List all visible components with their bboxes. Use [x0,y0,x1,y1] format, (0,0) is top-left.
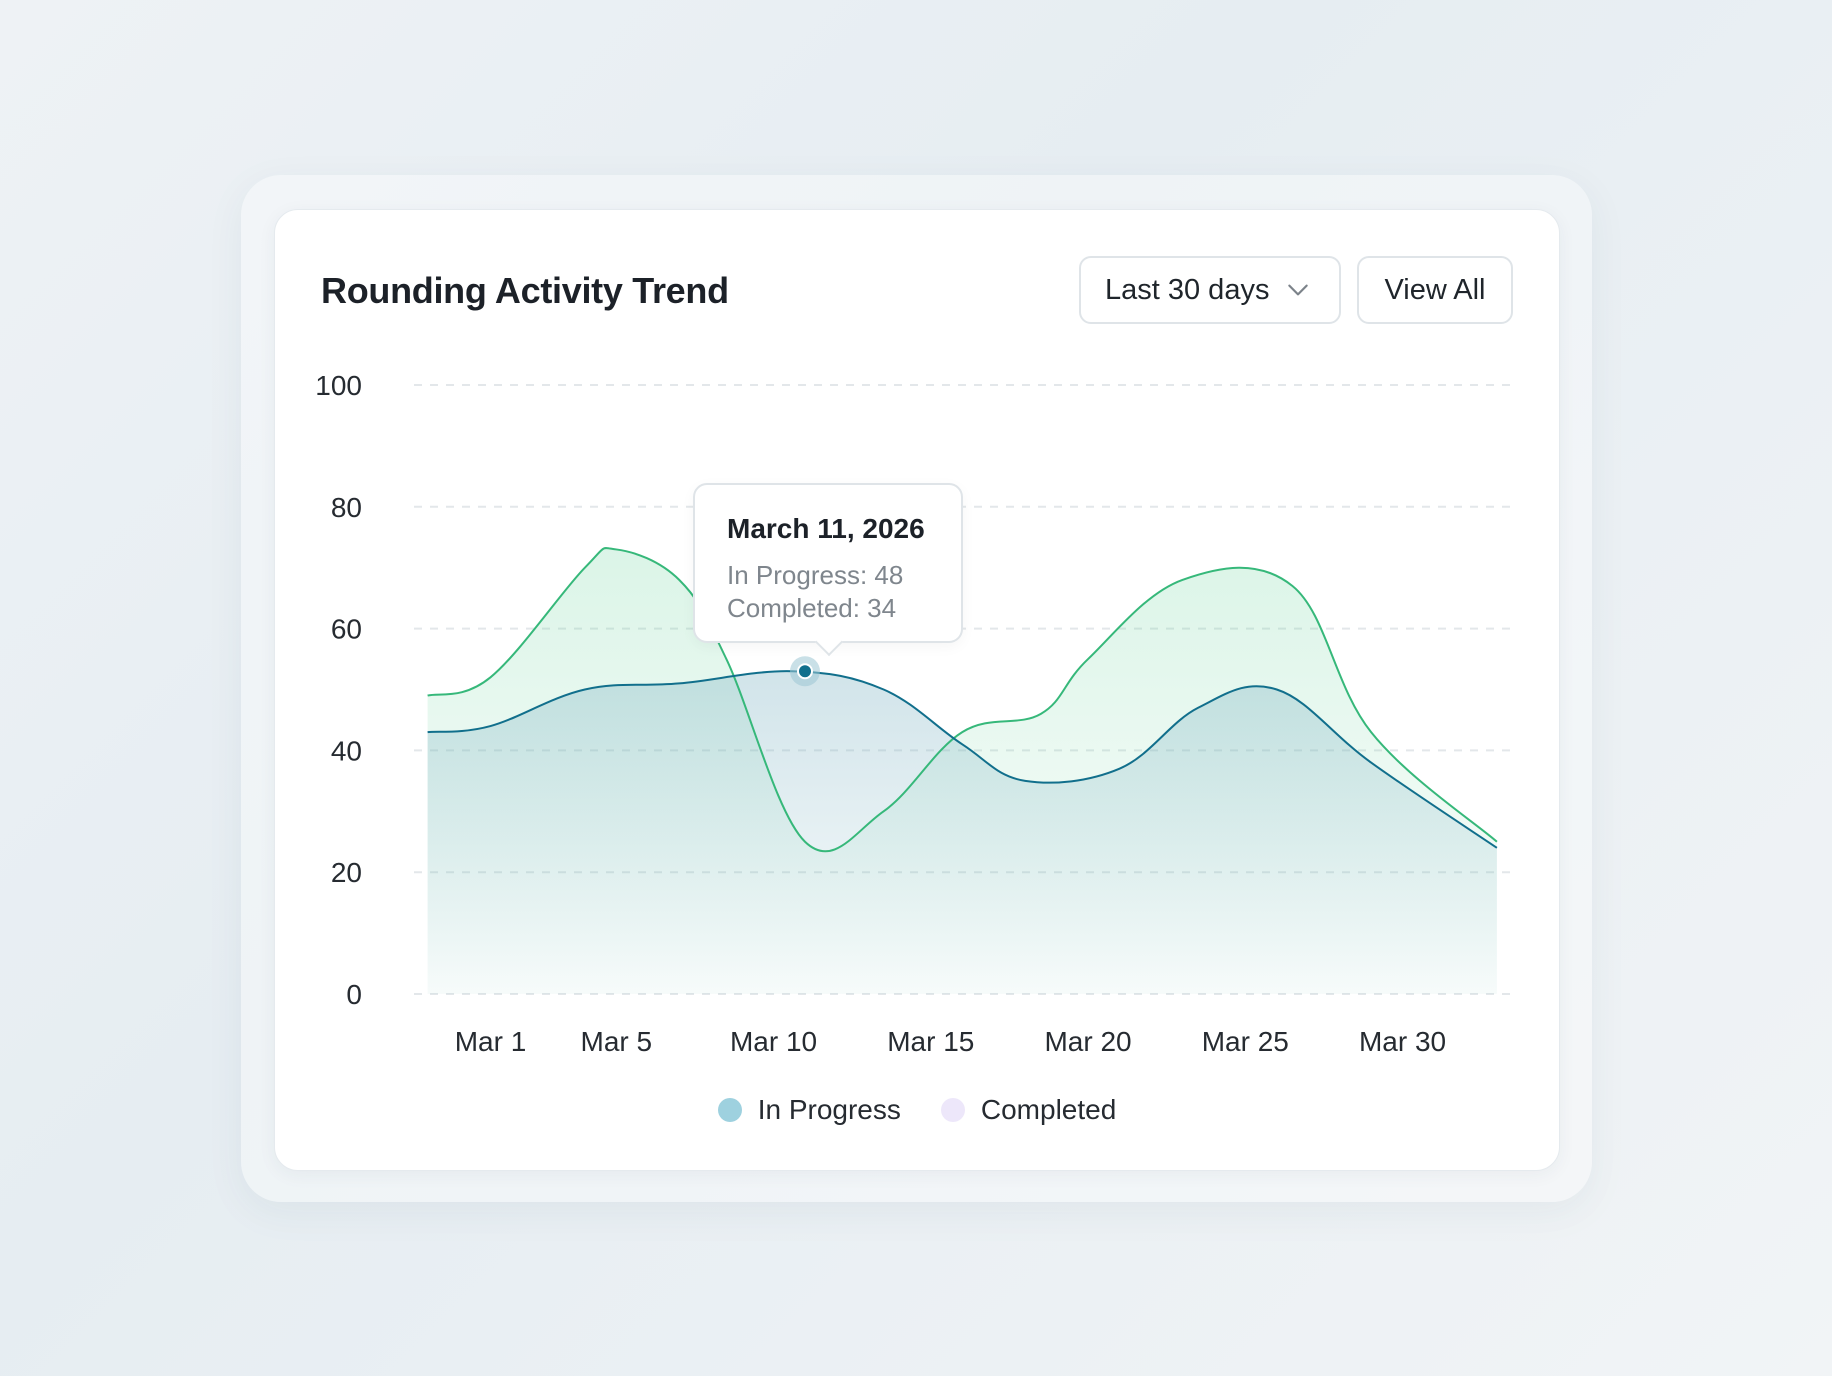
x-tick-label: Mar 20 [1044,1026,1131,1057]
x-tick-label: Mar 10 [730,1026,817,1057]
date-range-select[interactable]: Last 30 days [1079,256,1341,324]
y-tick-label: 20 [331,857,362,888]
line-completed [427,547,1498,853]
x-tick-label: Mar 25 [1202,1026,1289,1057]
legend-item-completed[interactable]: Completed [940,1094,1117,1126]
legend-swatch-completed [940,1098,965,1122]
tooltip-in-progress: In Progress: 48 [727,560,904,590]
legend-label-in-progress: In Progress [757,1094,901,1125]
view-all-button[interactable]: View All [1357,256,1513,324]
y-tick-label: 80 [331,492,362,523]
y-tick-label: 0 [346,979,362,1010]
rounding-activity-card: Rounding Activity Trend Last 30 days Vie… [274,209,1560,1171]
tooltip-completed: Completed: 34 [727,593,897,623]
y-tick-label: 100 [315,370,362,401]
x-tick-label: Mar 5 [581,1026,653,1057]
highlight-point [797,663,813,680]
legend-item-in-progress[interactable]: In Progress [717,1094,901,1126]
tooltip-date: March 11, 2026 [727,513,925,544]
x-tick-label: Mar 15 [887,1026,974,1057]
legend-swatch-in-progress [717,1098,742,1122]
chart-tooltip: March 11, 2026 In Progress: 48 Completed… [693,483,963,643]
x-tick-label: Mar 1 [455,1026,527,1057]
y-tick-label: 40 [331,735,362,766]
legend-label-completed: Completed [980,1094,1117,1125]
x-tick-label: Mar 30 [1359,1026,1446,1057]
area-chart: 0 20 40 60 80 100 Mar 1 Mar 5 Mar 10 Mar 15 Mar 20… [315,370,1513,1057]
y-tick-label: 60 [331,614,362,645]
line-in-progress [427,670,1498,849]
area-in-progress [427,671,1497,994]
card-title: Rounding Activity Trend [321,270,729,311]
date-range-label: Last 30 days [1105,273,1270,306]
chevron-down-icon [1288,284,1309,296]
chart-legend: In Progress Completed [275,1094,1559,1126]
